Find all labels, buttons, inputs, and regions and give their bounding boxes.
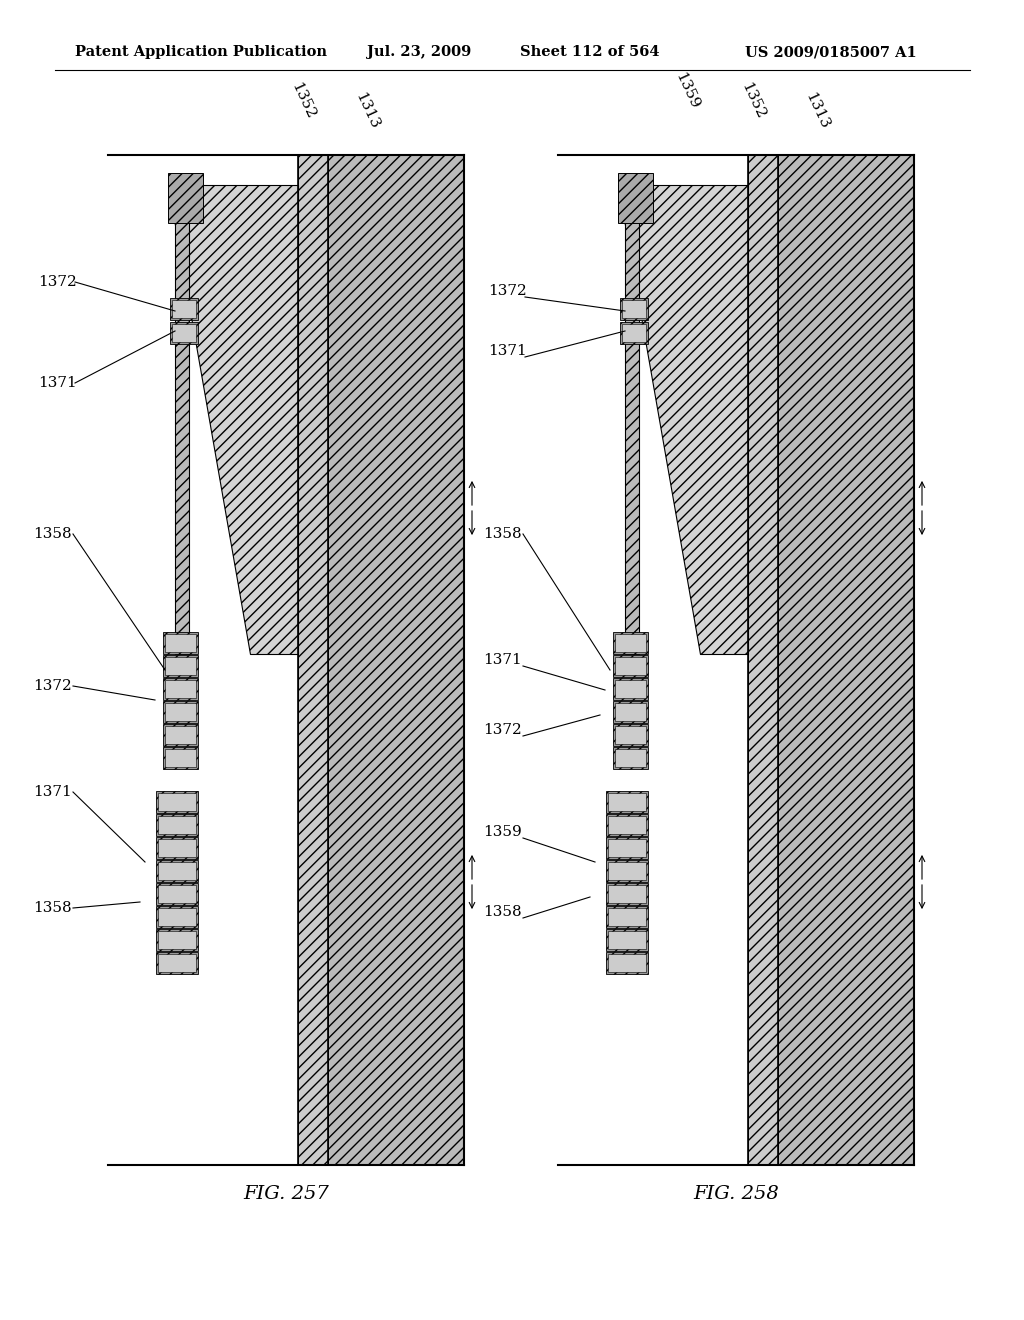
Polygon shape xyxy=(613,655,648,676)
Text: 1359: 1359 xyxy=(672,70,701,111)
Polygon shape xyxy=(170,298,198,319)
Polygon shape xyxy=(615,702,646,721)
Polygon shape xyxy=(298,154,328,1166)
Polygon shape xyxy=(158,884,196,903)
Polygon shape xyxy=(328,154,464,1166)
Polygon shape xyxy=(158,908,196,925)
Polygon shape xyxy=(625,185,639,653)
Polygon shape xyxy=(613,747,648,768)
Polygon shape xyxy=(165,680,196,697)
Polygon shape xyxy=(608,908,646,925)
Polygon shape xyxy=(613,701,648,722)
Text: 1372: 1372 xyxy=(33,678,72,693)
Text: 1372: 1372 xyxy=(488,284,526,298)
Polygon shape xyxy=(156,791,198,813)
Polygon shape xyxy=(165,726,196,743)
Polygon shape xyxy=(613,631,648,653)
Polygon shape xyxy=(620,322,648,345)
Polygon shape xyxy=(615,680,646,697)
Polygon shape xyxy=(606,952,648,974)
Text: 1358: 1358 xyxy=(483,527,521,541)
Polygon shape xyxy=(156,928,198,950)
Polygon shape xyxy=(163,677,198,700)
Polygon shape xyxy=(613,723,648,746)
Text: 1358: 1358 xyxy=(483,906,521,919)
Text: 1371: 1371 xyxy=(38,376,77,389)
Polygon shape xyxy=(156,859,198,882)
Text: Sheet 112 of 564: Sheet 112 of 564 xyxy=(520,45,659,59)
Polygon shape xyxy=(170,322,198,345)
Text: 1352: 1352 xyxy=(738,81,767,121)
Polygon shape xyxy=(158,792,196,810)
Polygon shape xyxy=(615,748,646,767)
Polygon shape xyxy=(165,702,196,721)
Polygon shape xyxy=(156,813,198,836)
Polygon shape xyxy=(168,185,298,653)
Polygon shape xyxy=(606,791,648,813)
Polygon shape xyxy=(606,837,648,858)
Text: FIG. 257: FIG. 257 xyxy=(243,1185,329,1203)
Polygon shape xyxy=(156,906,198,928)
Polygon shape xyxy=(748,154,778,1166)
Text: Jul. 23, 2009: Jul. 23, 2009 xyxy=(367,45,471,59)
Polygon shape xyxy=(615,634,646,652)
Polygon shape xyxy=(620,298,648,319)
Polygon shape xyxy=(608,792,646,810)
Polygon shape xyxy=(172,323,196,342)
Polygon shape xyxy=(606,928,648,950)
Polygon shape xyxy=(606,859,648,882)
Polygon shape xyxy=(615,726,646,743)
Polygon shape xyxy=(618,185,748,653)
Polygon shape xyxy=(778,154,914,1166)
Polygon shape xyxy=(608,838,646,857)
Polygon shape xyxy=(606,883,648,904)
Text: 1313: 1313 xyxy=(802,90,831,131)
Polygon shape xyxy=(622,300,646,318)
Polygon shape xyxy=(608,953,646,972)
Polygon shape xyxy=(175,185,189,653)
Polygon shape xyxy=(608,816,646,833)
Polygon shape xyxy=(615,656,646,675)
Polygon shape xyxy=(163,701,198,722)
Polygon shape xyxy=(163,747,198,768)
Text: 1358: 1358 xyxy=(33,527,72,541)
Polygon shape xyxy=(613,677,648,700)
Polygon shape xyxy=(168,173,203,223)
Polygon shape xyxy=(158,862,196,879)
Polygon shape xyxy=(156,952,198,974)
Polygon shape xyxy=(606,906,648,928)
Polygon shape xyxy=(158,838,196,857)
Polygon shape xyxy=(158,816,196,833)
Polygon shape xyxy=(172,300,196,318)
Polygon shape xyxy=(608,884,646,903)
Text: 1359: 1359 xyxy=(483,825,522,840)
Polygon shape xyxy=(156,883,198,904)
Polygon shape xyxy=(608,862,646,879)
Text: 1358: 1358 xyxy=(33,902,72,915)
Polygon shape xyxy=(165,634,196,652)
Polygon shape xyxy=(156,837,198,858)
Text: 1372: 1372 xyxy=(483,723,522,737)
Text: 1371: 1371 xyxy=(488,345,526,358)
Text: 1371: 1371 xyxy=(33,785,72,799)
Polygon shape xyxy=(618,173,653,223)
Polygon shape xyxy=(163,631,198,653)
Text: FIG. 258: FIG. 258 xyxy=(693,1185,778,1203)
Polygon shape xyxy=(608,931,646,949)
Text: 1372: 1372 xyxy=(38,275,77,289)
Text: 1371: 1371 xyxy=(483,653,522,667)
Text: 1352: 1352 xyxy=(288,81,317,121)
Polygon shape xyxy=(622,323,646,342)
Polygon shape xyxy=(158,931,196,949)
Polygon shape xyxy=(606,813,648,836)
Text: US 2009/0185007 A1: US 2009/0185007 A1 xyxy=(745,45,916,59)
Polygon shape xyxy=(163,655,198,676)
Text: Patent Application Publication: Patent Application Publication xyxy=(75,45,327,59)
Polygon shape xyxy=(163,723,198,746)
Polygon shape xyxy=(165,656,196,675)
Text: 1313: 1313 xyxy=(352,90,381,131)
Polygon shape xyxy=(158,953,196,972)
Polygon shape xyxy=(165,748,196,767)
